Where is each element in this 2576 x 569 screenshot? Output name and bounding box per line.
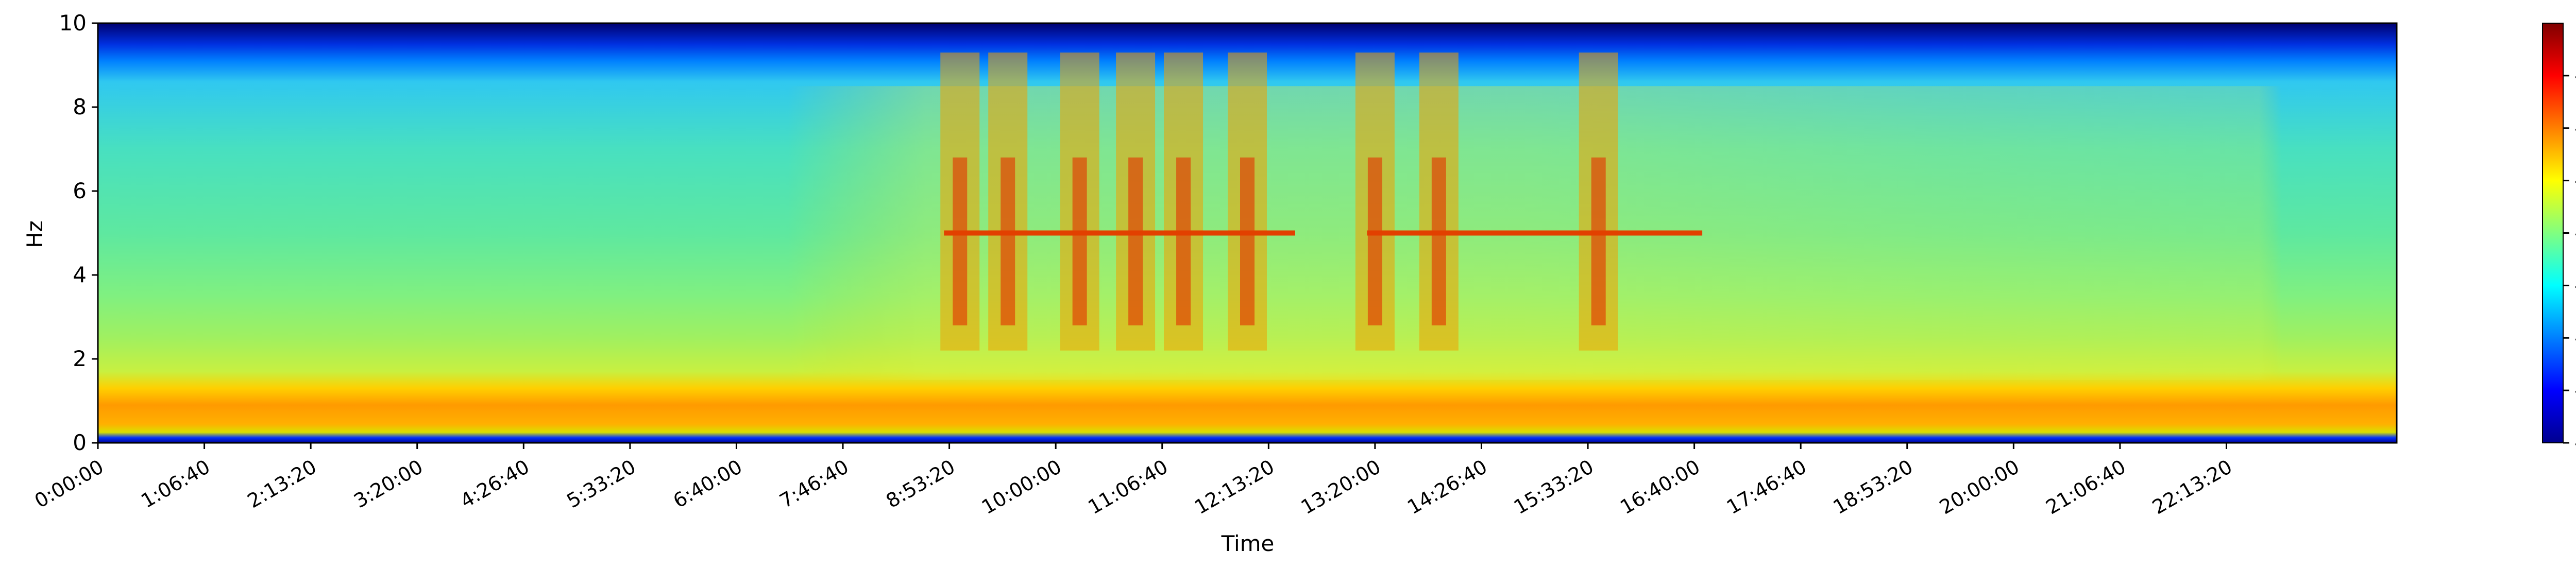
x-tick-label: 5:33:20 — [563, 455, 639, 512]
energy-burst-core — [1367, 157, 1382, 325]
energy-burst-core — [1240, 157, 1255, 325]
x-axis: 0:00:00 1:06:40 2:13:20 3:20:00 4:26:40 5:33:… — [31, 443, 2236, 519]
x-tick-label: 6:40:00 — [669, 455, 746, 512]
colorbar-tick-label: -50 dB — [2574, 274, 2576, 298]
x-tick-label: 2:13:20 — [244, 455, 320, 512]
x-tick-label: 21:06:40 — [2042, 455, 2130, 519]
y-tick-label: 0 — [73, 430, 87, 455]
colorbar-tick-label: -10 dB — [2574, 64, 2576, 88]
x-tick-label: 8:53:20 — [882, 455, 959, 512]
x-tick-label: 4:26:40 — [456, 455, 533, 512]
energy-burst-core — [1072, 157, 1087, 325]
y-tick-label: 4 — [73, 262, 87, 287]
x-tick-label: 7:46:40 — [776, 455, 853, 512]
x-tick-label: 20:00:00 — [1936, 455, 2023, 519]
x-tick-label: 15:33:20 — [1510, 455, 1598, 519]
x-tick-label: 22:13:20 — [2148, 455, 2236, 519]
energy-burst-core — [1128, 157, 1143, 325]
x-tick-label: 10:00:00 — [978, 455, 1065, 519]
x-tick-label: 13:20:00 — [1297, 455, 1385, 519]
colorbar-tick-label: -30 dB — [2574, 169, 2576, 193]
energy-burst-core — [1591, 157, 1606, 325]
colorbar: -80 dB -70 dB -60 dB -50 dB -40 dB -30 dB -20 … — [2542, 23, 2576, 455]
energy-burst-core — [1176, 157, 1191, 325]
colorbar-tick-label: -20 dB — [2574, 117, 2576, 141]
colorbar-tick-label: -40 dB — [2574, 222, 2576, 246]
y-tick-label: 6 — [73, 178, 87, 203]
x-tick-label: 12:13:20 — [1191, 455, 1278, 519]
x-axis-label: Time — [1221, 531, 1275, 556]
colorbar-gradient — [2542, 23, 2564, 443]
x-tick-label: 0:00:00 — [31, 455, 108, 512]
colorbar-tick-label: -60 dB — [2574, 326, 2576, 350]
y-tick-label: 2 — [73, 346, 87, 371]
y-tick-label: 10 — [59, 10, 87, 36]
colorbar-tick-label: -70 dB — [2574, 379, 2576, 403]
energy-burst-core — [953, 157, 968, 325]
x-tick-label: 16:40:00 — [1616, 455, 1704, 519]
x-tick-label: 17:46:40 — [1723, 455, 1810, 519]
plot-frame — [97, 22, 2398, 444]
y-axis: 0 2 4 6 8 10 — [59, 10, 98, 455]
spectrogram-plot-area — [97, 22, 2398, 444]
x-tick-label: 1:06:40 — [137, 455, 214, 512]
x-tick-label: 3:20:00 — [350, 455, 427, 512]
y-axis-label: Hz — [22, 220, 47, 248]
energy-burst-core — [1001, 157, 1015, 325]
x-tick-label: 18:53:20 — [1829, 455, 1917, 519]
x-tick-label: 11:06:40 — [1084, 455, 1172, 519]
colorbar-tick-label: -80 dB — [2574, 432, 2576, 455]
y-tick-label: 8 — [73, 94, 87, 119]
x-tick-label: 14:26:40 — [1403, 455, 1491, 519]
energy-burst-core — [1431, 157, 1446, 325]
